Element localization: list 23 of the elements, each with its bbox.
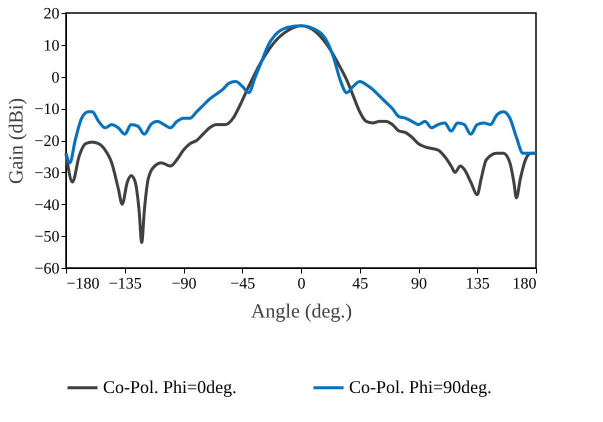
x-tick-label: 45 xyxy=(352,276,368,292)
y-tick-label: 20 xyxy=(44,6,60,22)
y-tick-label: 0 xyxy=(52,69,60,86)
x-tick-label: −90 xyxy=(171,276,197,292)
line-series xyxy=(64,24,538,164)
x-tick-label: −135 xyxy=(108,276,142,292)
x-tick-label: 135 xyxy=(466,276,490,292)
x-tick-label: 180 xyxy=(512,276,536,292)
x-axis-title: Angle (deg.) xyxy=(250,300,352,322)
y-tick-label: −10 xyxy=(34,101,60,118)
legend-label: Co-Pol. Phi=90deg. xyxy=(349,376,492,397)
x-tick-label: 0 xyxy=(298,276,306,292)
y-tick-label: −50 xyxy=(34,228,60,246)
legend-label: Co-Pol. Phi=0deg. xyxy=(103,376,237,397)
y-tick-label: −60 xyxy=(34,260,60,278)
x-tick-label: −180 xyxy=(66,276,100,292)
y-tick-label: 10 xyxy=(44,37,60,54)
x-tick-label: −45 xyxy=(230,276,256,292)
y-tick-label: −30 xyxy=(34,164,60,182)
y-axis-title: Gain (dBi) xyxy=(5,98,28,184)
y-tick-label: −20 xyxy=(34,133,60,150)
y-tick-label: −40 xyxy=(34,196,60,214)
x-tick-label: 90 xyxy=(411,276,427,292)
